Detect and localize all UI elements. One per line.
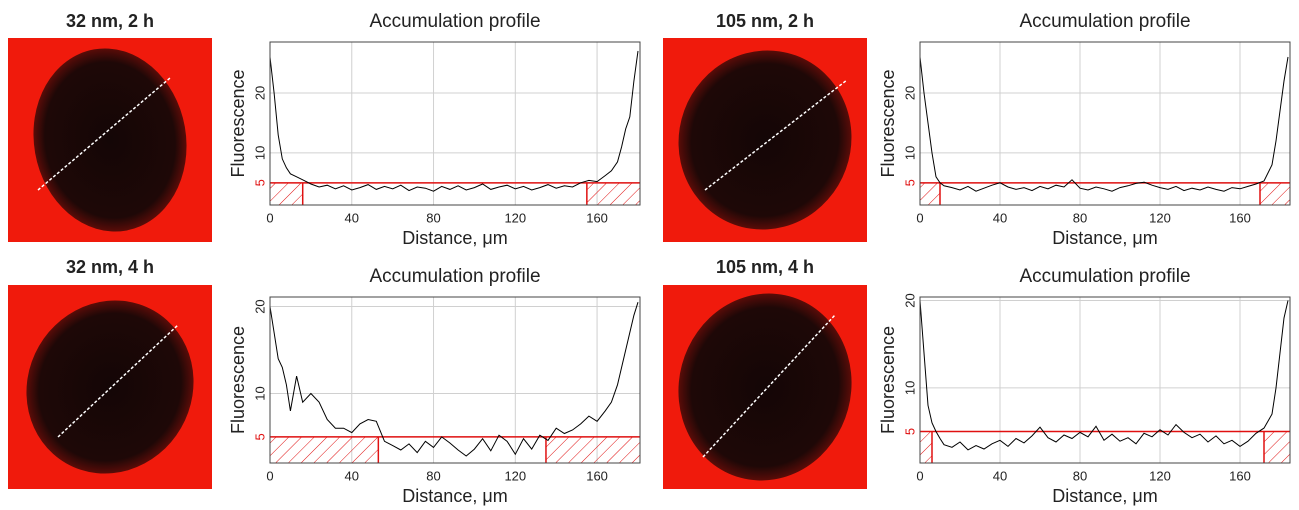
x-tick-label: 40 bbox=[993, 210, 1007, 225]
y-tick-label: 20 bbox=[902, 86, 917, 100]
y-tick-label: 20 bbox=[252, 86, 267, 100]
chart-title: Accumulation profile bbox=[1019, 11, 1190, 32]
x-axis-label: Distance, μm bbox=[402, 486, 507, 506]
plot-area bbox=[919, 296, 1291, 464]
y-tick-label: 5 bbox=[252, 433, 267, 440]
image-label: 105 nm, 4 h bbox=[716, 257, 814, 277]
threshold-hatch bbox=[586, 182, 640, 205]
chart-title: Accumulation profile bbox=[369, 266, 540, 287]
y-axis-label: Fluorescence bbox=[228, 69, 248, 177]
y-tick-label: 20 bbox=[252, 299, 267, 313]
threshold-hatch bbox=[1260, 182, 1290, 205]
x-axis-label: Distance, μm bbox=[402, 228, 507, 248]
x-tick-label: 80 bbox=[426, 210, 440, 225]
threshold-hatch bbox=[920, 431, 932, 463]
x-axis-label: Distance, μm bbox=[1052, 486, 1157, 506]
plot-frame bbox=[269, 296, 641, 464]
chart-title: Accumulation profile bbox=[369, 11, 540, 32]
x-tick-label: 160 bbox=[586, 468, 608, 483]
y-tick-label: 10 bbox=[902, 381, 917, 395]
micrograph-spheroid bbox=[26, 300, 194, 474]
threshold-hatch bbox=[270, 436, 379, 463]
y-axis-label: Fluorescence bbox=[228, 326, 248, 434]
x-tick-label: 0 bbox=[266, 468, 273, 483]
x-tick-label: 40 bbox=[345, 210, 359, 225]
y-axis-label: Fluorescence bbox=[878, 69, 898, 177]
x-tick-label: 40 bbox=[993, 468, 1007, 483]
micrograph-spheroid bbox=[678, 293, 852, 481]
x-axis-label: Distance, μm bbox=[1052, 228, 1157, 248]
micrograph-spheroid bbox=[678, 50, 852, 230]
profile-line bbox=[269, 50, 639, 192]
profile-line bbox=[919, 300, 1289, 451]
y-tick-label: 5 bbox=[252, 179, 267, 186]
y-tick-label: 20 bbox=[902, 293, 917, 307]
profile-line bbox=[269, 302, 639, 457]
x-tick-label: 160 bbox=[1229, 468, 1251, 483]
plot-area bbox=[919, 41, 1291, 206]
profile-line bbox=[919, 56, 1289, 192]
y-tick-label: 5 bbox=[902, 179, 917, 186]
threshold-hatch bbox=[545, 436, 640, 463]
x-tick-label: 0 bbox=[916, 468, 923, 483]
image-label: 32 nm, 4 h bbox=[66, 257, 154, 277]
threshold-hatch bbox=[920, 182, 940, 205]
x-tick-label: 160 bbox=[586, 210, 608, 225]
y-tick-label: 10 bbox=[902, 146, 917, 160]
x-tick-label: 120 bbox=[1149, 210, 1171, 225]
x-tick-label: 80 bbox=[426, 468, 440, 483]
plot-area bbox=[269, 296, 641, 464]
threshold-hatch bbox=[1264, 431, 1290, 463]
x-tick-label: 80 bbox=[1073, 468, 1087, 483]
x-tick-label: 120 bbox=[504, 468, 526, 483]
y-tick-label: 10 bbox=[252, 146, 267, 160]
y-tick-label: 10 bbox=[252, 386, 267, 400]
y-axis-label: Fluorescence bbox=[878, 326, 898, 434]
y-tick-label: 5 bbox=[902, 428, 917, 435]
x-tick-label: 0 bbox=[266, 210, 273, 225]
x-tick-label: 0 bbox=[916, 210, 923, 225]
x-tick-label: 160 bbox=[1229, 210, 1251, 225]
chart-title: Accumulation profile bbox=[1019, 266, 1190, 287]
plot-area bbox=[269, 41, 641, 206]
scan-line bbox=[57, 324, 179, 438]
x-tick-label: 120 bbox=[1149, 468, 1171, 483]
image-label: 32 nm, 2 h bbox=[66, 11, 154, 31]
scan-line bbox=[37, 77, 171, 191]
image-label: 105 nm, 2 h bbox=[716, 11, 814, 31]
scan-line bbox=[702, 314, 836, 458]
threshold-hatch bbox=[270, 182, 303, 205]
plot-frame bbox=[269, 41, 641, 206]
x-tick-label: 40 bbox=[345, 468, 359, 483]
micrograph-spheroid bbox=[33, 48, 187, 232]
plot-frame bbox=[919, 41, 1291, 206]
x-tick-label: 80 bbox=[1073, 210, 1087, 225]
x-tick-label: 120 bbox=[504, 210, 526, 225]
plot-frame bbox=[919, 296, 1291, 464]
